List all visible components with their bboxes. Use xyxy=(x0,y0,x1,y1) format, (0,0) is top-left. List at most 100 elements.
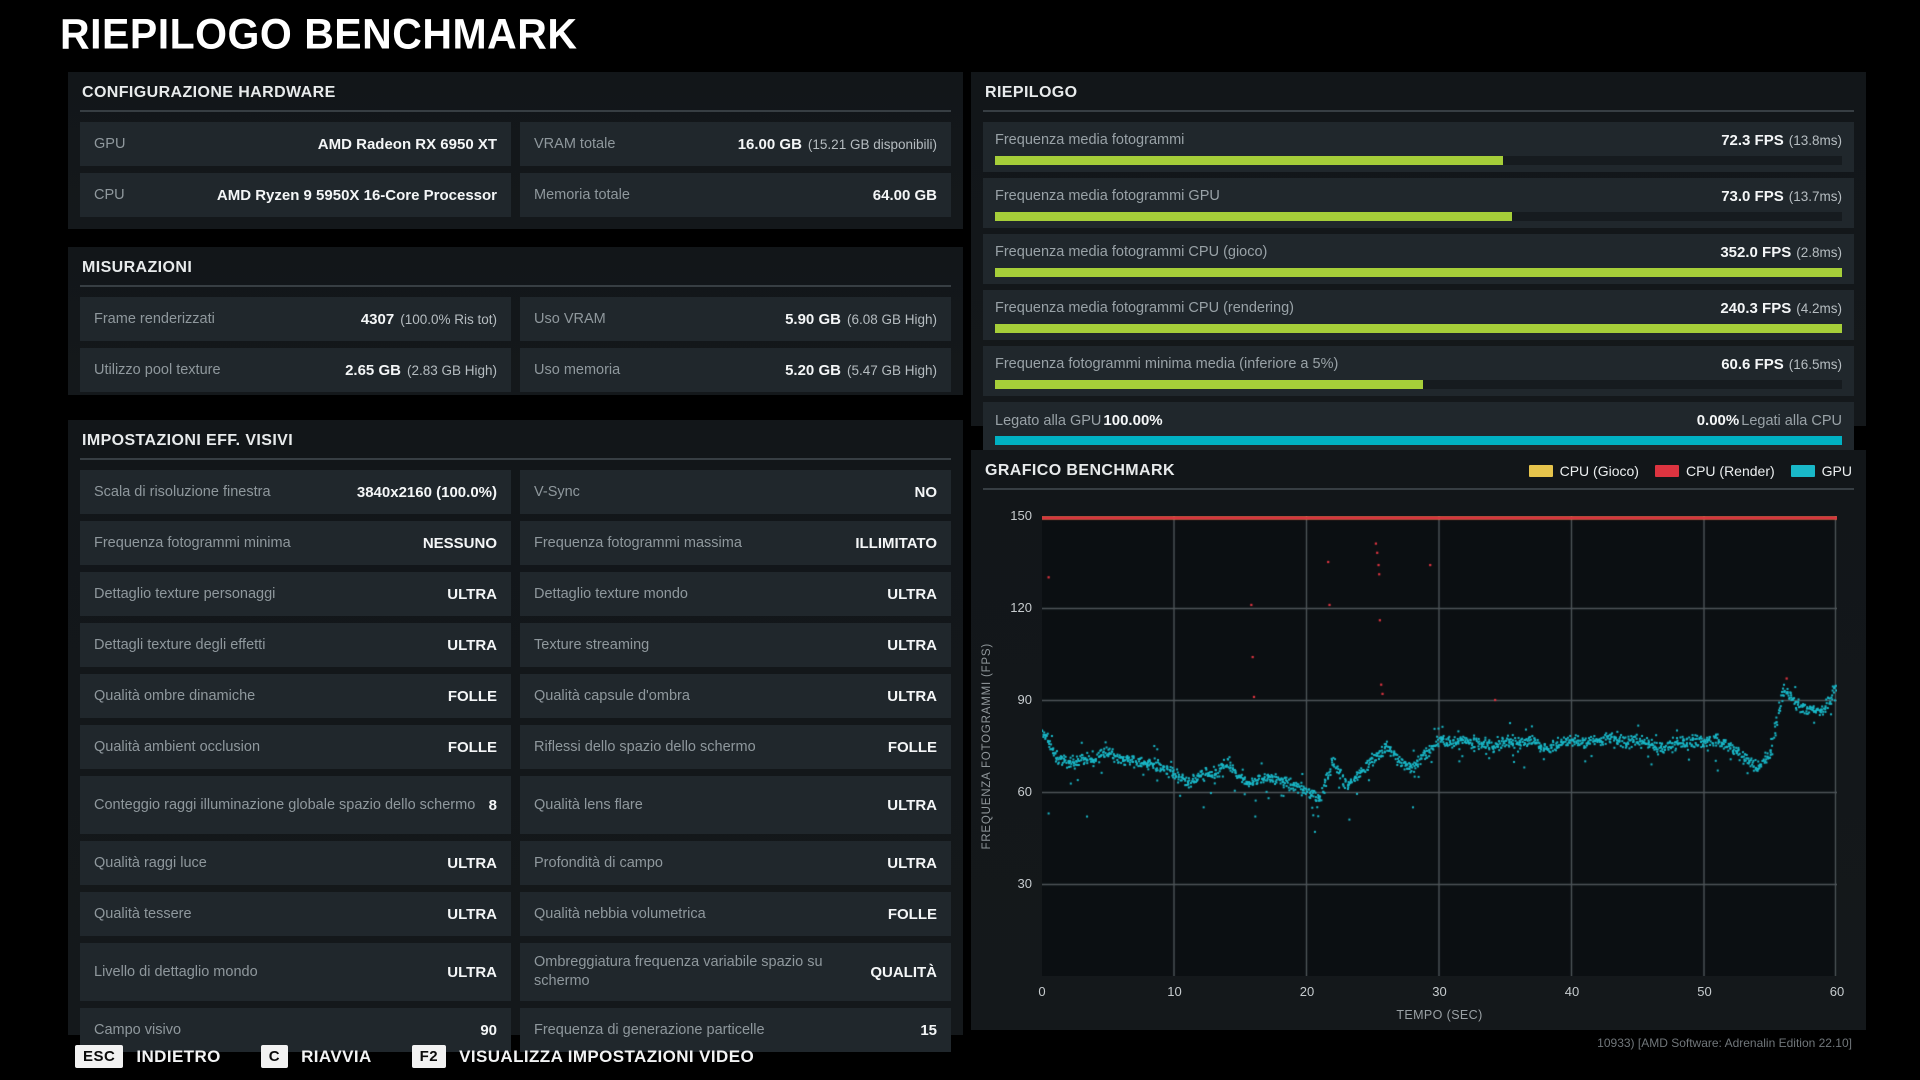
table-row: Livello di dettaglio mondoULTRAOmbreggia… xyxy=(80,943,951,1001)
panel-summary: RIEPILOGO Frequenza media fotogrammi 72.… xyxy=(971,72,1866,426)
summary-row-label: Frequenza media fotogrammi GPU xyxy=(995,188,1220,204)
setting-label: Qualità ambient occlusion xyxy=(94,738,448,757)
summary-row: Frequenza media fotogrammi GPU 73.0 FPS(… xyxy=(983,178,1854,228)
page-title: RIEPILOGO BENCHMARK xyxy=(60,10,577,59)
setting-value: ULTRA xyxy=(447,855,497,872)
summary-rows: Frequenza media fotogrammi 72.3 FPS(13.8… xyxy=(983,122,1854,396)
fps-bar-track xyxy=(995,380,1842,389)
table-row: Frequenza fotogrammi minimaNESSUNOFreque… xyxy=(80,521,951,565)
setting-cell: Profondità di campoULTRA xyxy=(520,841,951,885)
ms-mem-value: 5.20 GB(5.47 GB High) xyxy=(785,362,937,379)
table-row: Dettaglio texture personaggiULTRA Dettagl… xyxy=(80,572,951,616)
panel-chart-header: GRAFICO BENCHMARK CPU (Gioco) CPU (Rende… xyxy=(983,460,1854,490)
hw-ram-label: Memoria totale xyxy=(534,186,873,205)
panel-settings: IMPOSTAZIONI EFF. VISIVI Scala di risolu… xyxy=(68,420,963,1035)
fps-bar-track xyxy=(995,156,1842,165)
summary-row: Frequenza media fotogrammi CPU (gioco) 3… xyxy=(983,234,1854,284)
setting-value: ILLIMITATO xyxy=(855,535,937,552)
hw-gpu-value: AMD Radeon RX 6950 XT xyxy=(318,136,497,153)
x-tick-30: 30 xyxy=(1432,984,1446,999)
hw-cpu-label: CPU xyxy=(94,186,217,205)
version-text: 10933) [AMD Software: Adrenalin Edition … xyxy=(1597,1036,1852,1050)
setting-label: Campo visivo xyxy=(94,1021,480,1040)
x-tick-40: 40 xyxy=(1565,984,1579,999)
hw-ram-cell: Memoria totale 64.00 GB xyxy=(520,173,951,217)
chart-legend: CPU (Gioco) CPU (Render) GPU xyxy=(1529,463,1852,479)
y-tick-120: 120 xyxy=(992,600,1032,615)
setting-cell: Dettaglio texture personaggiULTRA xyxy=(80,572,511,616)
hint-video-settings[interactable]: F2 VISUALIZZA IMPOSTAZIONI VIDEO xyxy=(412,1045,754,1068)
table-row: GPU AMD Radeon RX 6950 XT VRAM totale 16… xyxy=(80,122,951,166)
setting-value: ULTRA xyxy=(447,964,497,981)
setting-value: 90 xyxy=(480,1022,497,1039)
setting-value: ULTRA xyxy=(887,586,937,603)
hint-back[interactable]: ESC INDIETRO xyxy=(75,1045,221,1068)
setting-value: QUALITÀ xyxy=(870,964,937,981)
setting-cell: Dettagli texture degli effettiULTRA xyxy=(80,623,511,667)
table-row: Qualità ombre dinamicheFOLLEQualità caps… xyxy=(80,674,951,718)
setting-value: ULTRA xyxy=(887,797,937,814)
ms-frames-label: Frame renderizzati xyxy=(94,310,361,329)
chart-plot-area xyxy=(1042,516,1837,976)
cpu-render-swatch-icon xyxy=(1655,465,1679,477)
x-tick-0: 0 xyxy=(1038,984,1045,999)
panel-summary-title: RIEPILOGO xyxy=(985,84,1078,102)
legend-item-cpu-render: CPU (Render) xyxy=(1655,463,1775,479)
setting-cell: Frequenza fotogrammi massimaILLIMITATO xyxy=(520,521,951,565)
summary-bound-row: Legato alla GPU 100.00% 0.00% Legati all… xyxy=(983,402,1854,452)
panel-chart-title: GRAFICO BENCHMARK xyxy=(985,462,1175,480)
x-tick-10: 10 xyxy=(1167,984,1181,999)
summary-row-value: 352.0 FPS(2.8ms) xyxy=(1720,244,1842,261)
setting-value: 8 xyxy=(489,797,497,814)
hw-cpu-cell: CPU AMD Ryzen 9 5950X 16-Core Processor xyxy=(80,173,511,217)
setting-cell: Conteggio raggi illuminazione globale sp… xyxy=(80,776,511,834)
setting-value: 15 xyxy=(920,1022,937,1039)
cpu-gioco-swatch-icon xyxy=(1529,465,1553,477)
panel-hardware: CONFIGURAZIONE HARDWARE GPU AMD Radeon R… xyxy=(68,72,963,229)
hw-cpu-value: AMD Ryzen 9 5950X 16-Core Processor xyxy=(217,187,497,204)
esc-keycap[interactable]: ESC xyxy=(75,1045,123,1068)
setting-cell: Texture streamingULTRA xyxy=(520,623,951,667)
gpu-bound-value: 100.00% xyxy=(1103,412,1162,429)
ms-mem-cell: Uso memoria 5.20 GB(5.47 GB High) xyxy=(520,348,951,392)
legend-item-gpu: GPU xyxy=(1791,463,1852,479)
setting-label: Profondità di campo xyxy=(534,854,887,873)
setting-label: Scala di risoluzione finestra xyxy=(94,483,357,502)
ms-texpool-cell: Utilizzo pool texture 2.65 GB(2.83 GB Hi… xyxy=(80,348,511,392)
ms-frames-cell: Frame renderizzati 4307(100.0% Ris tot) xyxy=(80,297,511,341)
summary-row-label: Frequenza media fotogrammi CPU (renderin… xyxy=(995,300,1294,316)
hint-video-settings-label: VISUALIZZA IMPOSTAZIONI VIDEO xyxy=(459,1047,754,1067)
gpu-bound-group: Legato alla GPU 100.00% xyxy=(995,412,1163,429)
setting-value: FOLLE xyxy=(888,906,937,923)
y-tick-90: 90 xyxy=(992,692,1032,707)
table-row: Conteggio raggi illuminazione globale sp… xyxy=(80,776,951,834)
setting-cell: Qualità ambient occlusionFOLLE xyxy=(80,725,511,769)
panel-measurements-title: MISURAZIONI xyxy=(82,259,192,277)
setting-cell: V-SyncNO xyxy=(520,470,951,514)
gpu-swatch-icon xyxy=(1791,465,1815,477)
ms-mem-label: Uso memoria xyxy=(534,361,785,380)
setting-label: Qualità capsule d'ombra xyxy=(534,687,887,706)
setting-value: FOLLE xyxy=(888,739,937,756)
x-tick-50: 50 xyxy=(1697,984,1711,999)
legend-label: CPU (Render) xyxy=(1686,463,1775,479)
summary-row: Frequenza fotogrammi minima media (infer… xyxy=(983,346,1854,396)
c-keycap[interactable]: C xyxy=(261,1045,288,1068)
setting-label: Qualità raggi luce xyxy=(94,854,447,873)
summary-row: Frequenza media fotogrammi 72.3 FPS(13.8… xyxy=(983,122,1854,172)
summary-row-value: 240.3 FPS(4.2ms) xyxy=(1720,300,1842,317)
setting-label: Dettagli texture degli effetti xyxy=(94,636,447,655)
legend-label: GPU xyxy=(1822,463,1852,479)
panel-measurements-header: MISURAZIONI xyxy=(80,257,951,287)
f2-keycap[interactable]: F2 xyxy=(412,1045,447,1068)
hint-restart-label: RIAVVIA xyxy=(301,1047,372,1067)
summary-row-value: 60.6 FPS(16.5ms) xyxy=(1721,356,1842,373)
setting-cell: Qualità capsule d'ombraULTRA xyxy=(520,674,951,718)
setting-label: Dettaglio texture mondo xyxy=(534,585,887,604)
hw-vram-cell: VRAM totale 16.00 GB(15.21 GB disponibil… xyxy=(520,122,951,166)
hint-restart[interactable]: C RIAVVIA xyxy=(261,1045,372,1068)
hw-ram-value: 64.00 GB xyxy=(873,187,937,204)
summary-row-label: Frequenza media fotogrammi CPU (gioco) xyxy=(995,244,1267,260)
setting-value: 3840x2160 (100.0%) xyxy=(357,484,497,501)
setting-value: ULTRA xyxy=(887,637,937,654)
